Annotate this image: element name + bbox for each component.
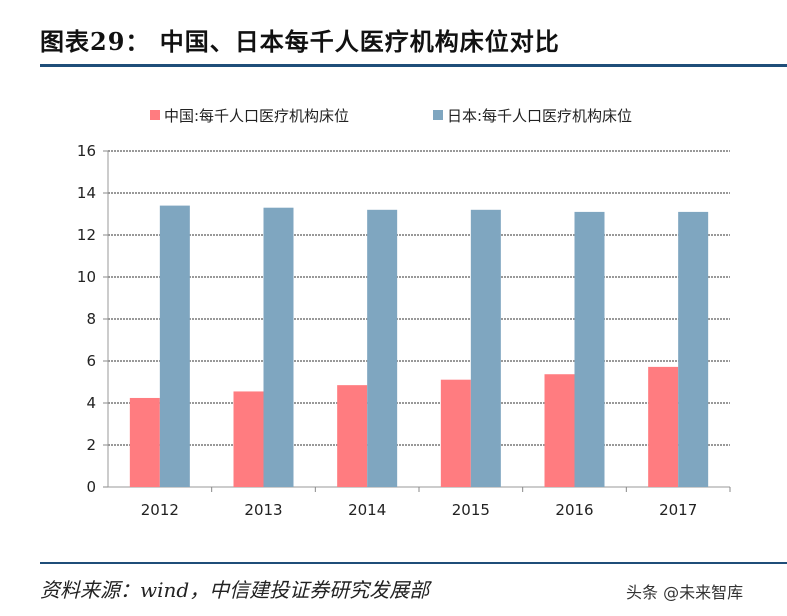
bar-china-2014 (337, 385, 368, 487)
bar-china-2012 (129, 397, 160, 487)
y-tick-label: 8 (86, 310, 96, 328)
bar-japan-2016 (574, 211, 605, 487)
watermark: 头条 @未来智库 (626, 583, 744, 602)
bar-japan-2014 (367, 209, 398, 488)
y-tick-label: 0 (86, 478, 96, 496)
x-tick-label: 2013 (244, 501, 282, 519)
x-tick-label: 2017 (659, 501, 697, 519)
legend-swatch (150, 110, 160, 120)
footer-divider (40, 562, 787, 564)
y-tick-label: 10 (77, 268, 96, 286)
bar-japan-2017 (678, 211, 709, 487)
x-tick-label: 2014 (348, 501, 386, 519)
bar-japan-2015 (470, 209, 501, 488)
bar-china-2013 (233, 391, 264, 487)
bar-china-2017 (648, 366, 679, 487)
bar-china-2016 (544, 374, 575, 487)
bar-china-2015 (440, 379, 471, 487)
y-tick-label: 12 (77, 226, 96, 244)
y-tick-label: 2 (86, 436, 96, 454)
x-tick-label: 2012 (141, 501, 179, 519)
y-tick-label: 6 (86, 352, 96, 370)
y-tick-label: 16 (77, 142, 96, 160)
x-tick-label: 2015 (452, 501, 490, 519)
y-tick-label: 4 (86, 394, 96, 412)
bar-japan-2012 (159, 205, 190, 487)
page-title: 图表29： 中国、日本每千人医疗机构床位对比 (40, 27, 560, 56)
source-note: 资料来源：wind，中信建投证券研究发展部 (40, 578, 430, 602)
bar-japan-2013 (263, 207, 294, 487)
legend-label: 中国:每千人口医疗机构床位 (164, 107, 349, 125)
y-tick-label: 14 (77, 184, 96, 202)
legend-label: 日本:每千人口医疗机构床位 (447, 107, 632, 125)
legend-swatch (433, 110, 443, 120)
title-divider (40, 64, 787, 67)
x-tick-label: 2016 (555, 501, 593, 519)
